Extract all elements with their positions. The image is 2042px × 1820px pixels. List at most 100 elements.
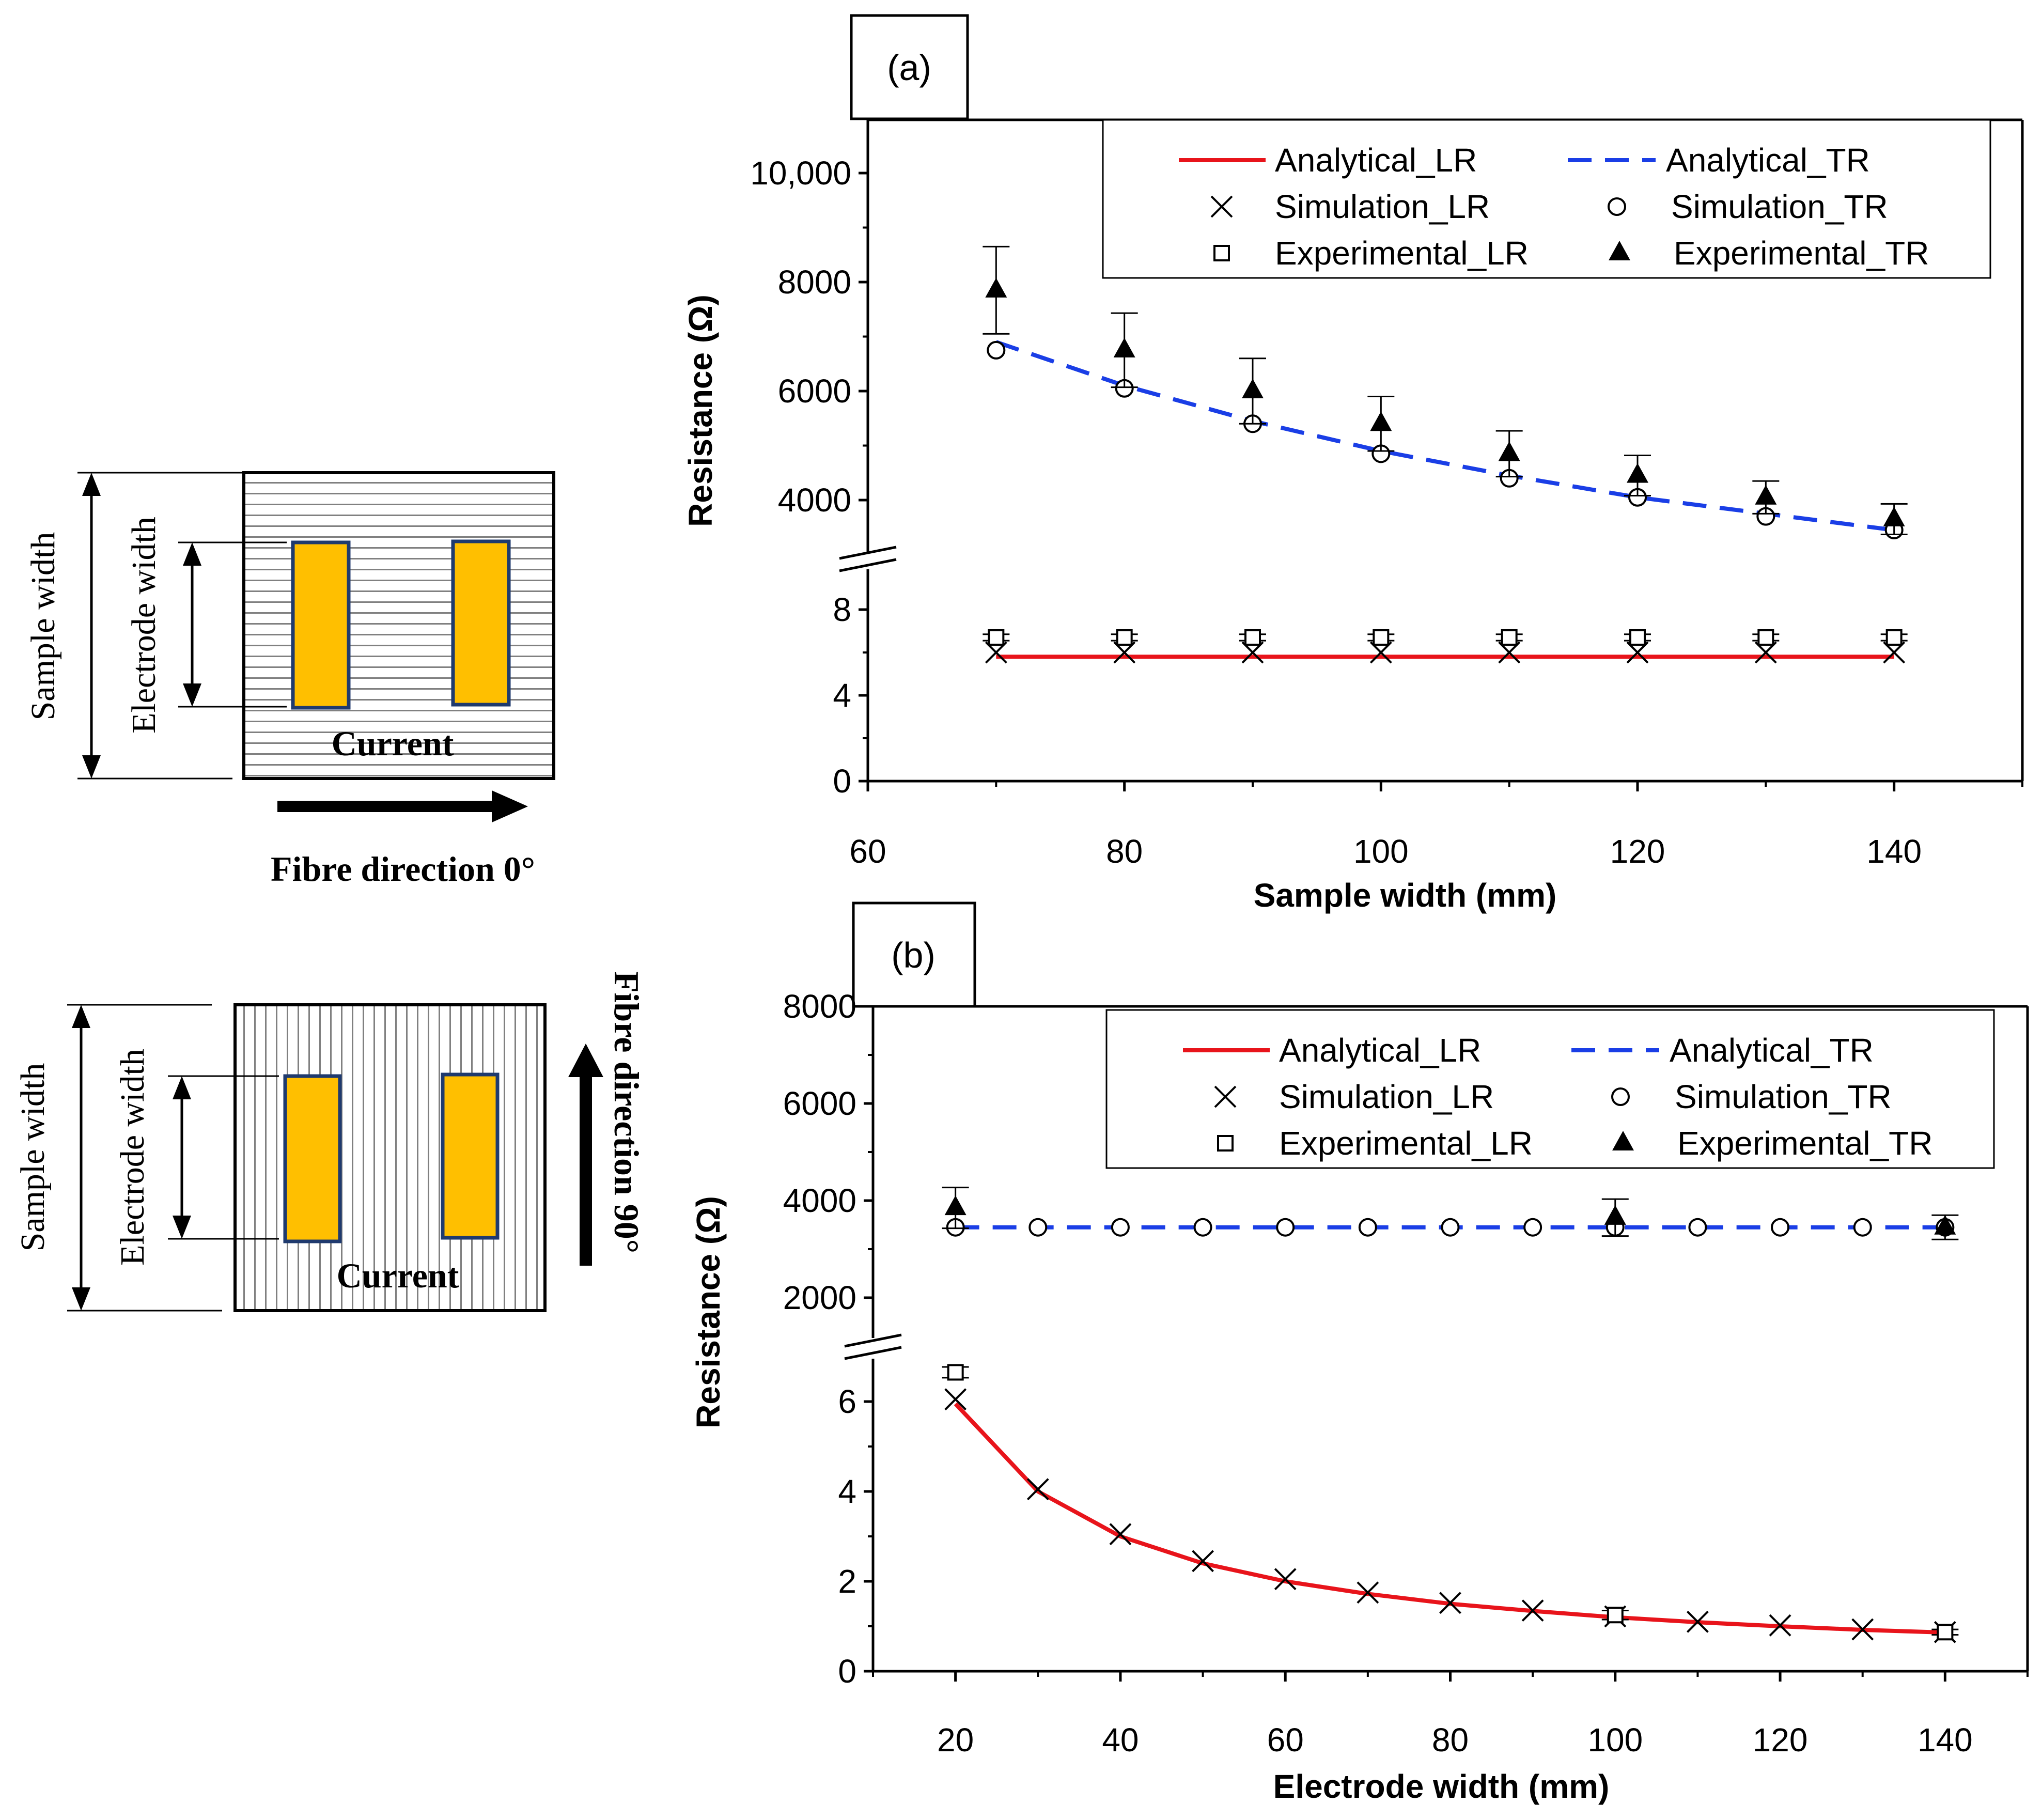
axis-break-mark: [839, 546, 897, 560]
experimental-tr-point: [1242, 379, 1264, 398]
sample-width-arrowhead-top: [72, 1005, 90, 1028]
electrode-width-label: Electrode width: [114, 1049, 151, 1266]
electrode-left: [291, 540, 351, 710]
experimental-lr-point: [1501, 629, 1518, 646]
simulation-tr-point: [1523, 1218, 1542, 1237]
legend-marker-experimental-lr: [1213, 245, 1230, 261]
y-axis-title: Resistance (Ω): [682, 294, 719, 527]
fibre-direction-arrow-shaft: [580, 1075, 592, 1266]
sample-width-arrowhead-top: [82, 473, 101, 496]
simulation-tr-point: [987, 340, 1006, 360]
fibre-direction-arrow-shaft: [277, 801, 494, 812]
lines-layer: [954, 1225, 1945, 1635]
experimental-lr-point: [1885, 629, 1903, 646]
experimental-tr-point: [1883, 506, 1905, 526]
chart-a: (a) 4000 6000 8000 10,000 0 4 8 60 80 100 120 140 S…: [682, 14, 2024, 914]
x-axis-title: Electrode width (mm): [1273, 1768, 1610, 1805]
legend-box: [1102, 119, 1991, 279]
legend-marker-experimental-tr: [1609, 241, 1630, 260]
legend-label-analytical-lr: Analytical_LR: [1275, 142, 1477, 179]
simulation-tr-point: [1028, 1218, 1048, 1237]
fibre-direction-arrowhead: [492, 790, 528, 822]
simulation-lr-point: [1851, 1618, 1874, 1641]
legend-marker-simulation-tr: [1608, 197, 1626, 216]
chart-b: (b) 2000 4000 6000 8000 0 2 4 6 20 40 60 80 100 120 14…: [690, 901, 2029, 1805]
y-tick-label: 4000: [778, 481, 851, 519]
experimental-tr-point: [1627, 463, 1648, 483]
legend-label-experimental-lr: Experimental_LR: [1275, 235, 1529, 272]
simulation-tr-point: [1771, 1218, 1790, 1237]
panel-label: (a): [887, 48, 931, 88]
sample-width-arrowhead-bottom: [82, 755, 101, 779]
simulation-lr-point: [1521, 1599, 1544, 1622]
experimental-tr-point: [1755, 485, 1777, 505]
axis-break-mark: [839, 558, 897, 572]
electrode-width-arrowhead-bottom: [183, 683, 201, 707]
x-tick-label: 140: [1866, 833, 1922, 870]
y-tick-label: 2000: [783, 1279, 856, 1316]
fibre-direction-label: Fibre direction 90°: [607, 971, 646, 1253]
legend-label-analytical-lr: Analytical_LR: [1279, 1032, 1481, 1069]
x-tick-label: 100: [1587, 1721, 1643, 1759]
legend-marker-simulation-lr: [1214, 1085, 1237, 1108]
legend: Analytical_LR Analytical_TR Simulation_L…: [1105, 1009, 1995, 1169]
x-tick-label: 120: [1753, 1721, 1808, 1759]
electrode-left: [283, 1074, 342, 1243]
axes-layer: 2000 4000 6000 8000 0 2 4 6 20 40 60 80 100 120 140: [783, 988, 2029, 1759]
diagram-fibre-0: Sample width Electrode width Current Fib…: [24, 471, 555, 889]
x-tick-label: 100: [1353, 833, 1409, 870]
simulation-lr-point: [1357, 1581, 1379, 1604]
simulation-lr-point: [1439, 1592, 1461, 1614]
axes-layer: 4000 6000 8000 10,000 0 4 8 60 80 100 120 140: [750, 118, 2024, 870]
experimental-tr-point: [1498, 441, 1520, 461]
simulation-lr-point: [1687, 1610, 1709, 1633]
x-tick-label: 20: [937, 1721, 974, 1759]
current-label: Current: [332, 724, 454, 763]
simulation-lr-point: [1192, 1550, 1214, 1573]
markers-layer: [942, 1187, 1959, 1643]
x-tick-label: 120: [1610, 833, 1665, 870]
simulation-tr-point: [1441, 1218, 1460, 1237]
experimental-lr-point: [947, 1364, 964, 1381]
panel-label: (b): [891, 935, 936, 975]
legend-label-simulation-tr: Simulation_TR: [1675, 1078, 1892, 1115]
experimental-lr-point: [1244, 629, 1261, 646]
simulation-tr-point: [1193, 1218, 1212, 1237]
y-tick-label: 8000: [783, 988, 856, 1025]
legend-label-analytical-tr: Analytical_TR: [1670, 1032, 1874, 1069]
fibre-direction-label: Fibre direction 0°: [271, 849, 535, 889]
sample-width-label: Sample width: [24, 532, 62, 721]
legend-label-experimental-tr: Experimental_TR: [1677, 1125, 1932, 1162]
markers-layer: [983, 245, 1908, 664]
experimental-tr-point: [1934, 1215, 1956, 1235]
y-tick-label: 10,000: [750, 154, 851, 192]
lines-layer: [995, 340, 1895, 659]
diagram-fibre-90: Sample width Electrode width Current Fib…: [14, 971, 646, 1312]
experimental-lr-point: [1757, 629, 1774, 646]
simulation-lr-point: [1769, 1614, 1791, 1637]
simulation-tr-point: [1276, 1218, 1295, 1237]
electrode-width-arrowhead-top: [183, 542, 201, 566]
analytical-tr-line: [995, 340, 1895, 532]
electrode-right: [451, 539, 511, 707]
y-axis-title: Resistance (Ω): [690, 1196, 727, 1428]
legend-box: [1105, 1009, 1995, 1169]
y-tick-label: 6000: [783, 1085, 856, 1122]
legend-marker-experimental-lr: [1217, 1135, 1234, 1152]
sample-width-label: Sample width: [14, 1063, 52, 1252]
x-tick-label: 40: [1102, 1721, 1139, 1759]
legend-label-experimental-tr: Experimental_TR: [1674, 235, 1929, 272]
experimental-tr-point: [1604, 1205, 1626, 1225]
experimental-lr-point: [988, 629, 1005, 646]
x-tick-label: 60: [849, 833, 886, 870]
simulation-lr-point: [944, 1388, 967, 1411]
legend-marker-simulation-lr: [1210, 195, 1233, 218]
electrode-width-label: Electrode width: [125, 517, 163, 734]
y-tick-label: 0: [833, 763, 851, 800]
legend-marker-experimental-tr: [1612, 1131, 1634, 1150]
experimental-tr-point: [985, 277, 1007, 298]
axis-break-mark: [844, 1346, 902, 1360]
experimental-tr-point: [944, 1195, 967, 1216]
legend-label-simulation-tr: Simulation_TR: [1671, 188, 1888, 225]
sample-width-arrowhead-bottom: [72, 1287, 90, 1311]
